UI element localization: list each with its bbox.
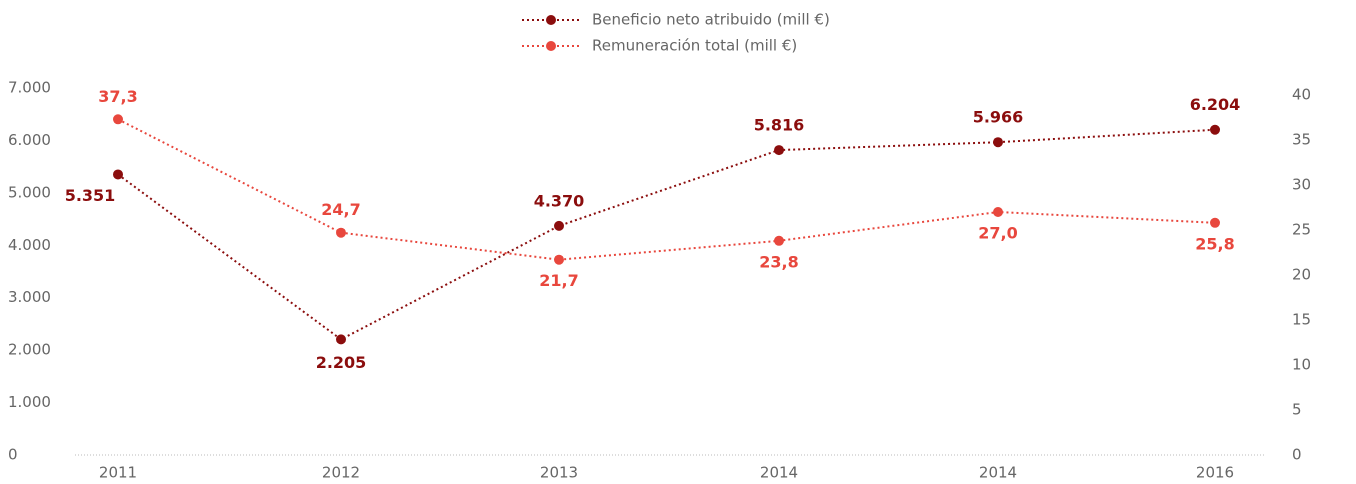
data-label: 27,0: [978, 224, 1017, 243]
x-tick-label: 2014: [979, 464, 1017, 482]
legend-marker: [546, 15, 556, 25]
series-line: [117, 118, 1216, 261]
x-tick-label: 2012: [322, 464, 360, 482]
point: [774, 235, 784, 246]
y2-tick-label: 5: [1292, 401, 1302, 419]
point: [1210, 124, 1220, 135]
legend-marker: [546, 41, 556, 51]
point: [113, 114, 123, 125]
legend-label: Beneficio neto atribuido (mill €): [592, 11, 830, 29]
point: [774, 145, 784, 156]
data-label: 37,3: [98, 87, 137, 106]
y-tick-label: 0: [8, 446, 18, 464]
point: [993, 207, 1003, 217]
x-tick-label: 2016: [1196, 464, 1234, 482]
x-tick-label: 2011: [99, 464, 137, 482]
legend-label: Remuneración total (mill €): [592, 37, 797, 55]
y-tick-label: 1.000: [8, 393, 51, 411]
y2-tick-label: 40: [1292, 86, 1311, 104]
y-tick-label: 5.000: [8, 183, 51, 201]
data-label: 5.966: [973, 108, 1024, 127]
point: [113, 169, 123, 180]
y-tick-label: 4.000: [8, 236, 51, 254]
point: [554, 254, 564, 265]
x-tick-label: 2013: [540, 464, 578, 482]
y-tick-label: 6.000: [8, 131, 51, 149]
data-label: 2.205: [316, 353, 367, 372]
data-label: 24,7: [321, 200, 360, 219]
y2-tick-label: 10: [1292, 356, 1311, 374]
point: [336, 334, 346, 345]
y2-tick-label: 0: [1292, 446, 1302, 464]
point: [554, 220, 564, 231]
data-label: 25,8: [1195, 234, 1234, 253]
y2-tick-label: 25: [1292, 221, 1311, 239]
point: [336, 227, 346, 238]
data-label: 21,7: [539, 271, 578, 290]
point: [1210, 217, 1220, 228]
data-label: 5.816: [754, 116, 805, 135]
y2-tick-label: 20: [1292, 266, 1311, 284]
y-tick-label: 3.000: [8, 288, 51, 306]
point: [993, 137, 1003, 148]
y2-tick-label: 15: [1292, 311, 1311, 329]
data-label: 5.351: [65, 186, 116, 205]
y-tick-label: 2.000: [8, 341, 51, 359]
data-label: 23,8: [759, 252, 798, 271]
y2-tick-label: 30: [1292, 176, 1311, 194]
series-line: [117, 128, 1216, 341]
data-label: 4.370: [534, 191, 585, 210]
x-tick-label: 2014: [760, 464, 798, 482]
y2-tick-label: 35: [1292, 131, 1311, 149]
data-label: 6.204: [1190, 95, 1241, 114]
y-tick-label: 7.000: [8, 79, 51, 97]
